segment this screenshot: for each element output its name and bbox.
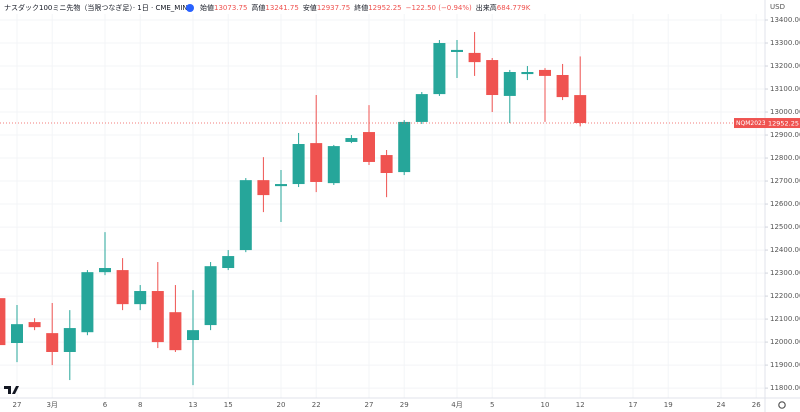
candle-body xyxy=(521,72,534,75)
candle-body xyxy=(151,291,164,343)
y-tick-label: 12100.00 xyxy=(770,315,800,323)
candle-body xyxy=(134,291,147,305)
header-label: 終値 xyxy=(354,3,368,12)
candle-body xyxy=(345,138,358,142)
candle-body xyxy=(556,74,569,98)
x-tick-label: 5 xyxy=(490,401,494,409)
y-tick-label: 12900.00 xyxy=(770,131,800,139)
header-value: 13073.75 xyxy=(214,4,247,12)
y-tick-label: 13400.00 xyxy=(770,16,800,24)
settings-icon[interactable] xyxy=(778,401,786,409)
x-tick-label: 3月 xyxy=(46,401,57,409)
status-icon[interactable] xyxy=(186,4,194,12)
currency: USD xyxy=(770,3,785,11)
ohlc-header: 始値13073.75 高値13241.75 安値12937.75 終値12952.25… xyxy=(200,3,531,12)
y-tick-label: 13200.00 xyxy=(770,62,800,70)
y-tick-label: 12800.00 xyxy=(770,154,800,162)
y-tick-label: 11900.00 xyxy=(770,361,800,369)
y-tick-label: 11800.00 xyxy=(770,384,800,392)
candle-body xyxy=(398,121,411,173)
header-label: 始値 xyxy=(200,3,214,12)
candle-body xyxy=(292,144,305,185)
y-tick-label: 12000.00 xyxy=(770,338,800,346)
header-label: 出来高 xyxy=(476,3,497,12)
price-tag-box xyxy=(765,118,800,129)
x-tick-label: 22 xyxy=(312,401,321,409)
candle-body xyxy=(451,49,463,52)
candle-body xyxy=(257,180,270,196)
header-value: 12937.75 xyxy=(317,4,350,12)
candle-body xyxy=(11,324,23,344)
candle-body xyxy=(63,328,76,352)
candle-body xyxy=(503,72,516,96)
x-tick-label: 6 xyxy=(103,401,108,409)
candle-body xyxy=(310,143,323,182)
candle-body xyxy=(468,52,481,63)
x-tick-label: 17 xyxy=(629,401,638,409)
y-tick-label: 12600.00 xyxy=(770,200,800,208)
candle-body xyxy=(275,184,287,187)
tradingview-logo[interactable] xyxy=(4,386,19,394)
candle-body xyxy=(574,95,587,124)
y-tick-label: 12500.00 xyxy=(770,223,800,231)
candle-body xyxy=(116,270,129,305)
candle-body xyxy=(486,60,499,96)
header-value: −122.50 (−0.94%) xyxy=(406,4,472,12)
y-tick-label: 12300.00 xyxy=(770,269,800,277)
y-tick-label: 12700.00 xyxy=(770,177,800,185)
header-value: 12952.25 xyxy=(368,4,401,12)
x-tick-label: 19 xyxy=(664,401,673,409)
candle-body xyxy=(204,266,217,326)
x-tick-label: 10 xyxy=(541,401,550,409)
x-tick-label: 26 xyxy=(752,401,761,409)
symbol-tag: NQM2023 xyxy=(736,120,766,127)
header-label: 高値 xyxy=(251,3,265,12)
candle-body xyxy=(363,132,375,162)
x-tick-label: 8 xyxy=(138,401,142,409)
y-tick-label: 12400.00 xyxy=(770,246,800,254)
candle-body xyxy=(81,272,94,333)
candle-body xyxy=(46,333,59,352)
candle-body xyxy=(187,330,199,341)
candle-body xyxy=(327,146,340,184)
header-value: 13241.75 xyxy=(265,4,298,12)
header-value: 684.779K xyxy=(497,4,531,12)
price-tag: 12952.25 xyxy=(768,120,799,128)
x-tick-label: 20 xyxy=(277,401,286,409)
candle-body xyxy=(222,256,235,269)
y-tick-label: 13300.00 xyxy=(770,39,800,47)
x-tick-label: 13 xyxy=(189,401,198,409)
candles xyxy=(0,31,765,386)
y-tick-label: 13000.00 xyxy=(770,108,800,116)
header-label: 安値 xyxy=(303,3,317,12)
logo-shape xyxy=(4,386,19,394)
x-tick-label: 15 xyxy=(224,401,233,409)
candle-body xyxy=(28,322,41,328)
symbol-tag-box xyxy=(734,118,765,129)
chart-title: ナスダック100ミニ先物（当限つなぎ足）· 1日 · CME_MINI xyxy=(4,3,190,12)
x-tick-label: 27 xyxy=(365,401,374,409)
x-tick-label: 27 xyxy=(13,401,22,409)
x-tick-label: 12 xyxy=(576,401,585,409)
x-tick-label: 4月 xyxy=(451,401,462,409)
x-tick-label: 29 xyxy=(400,401,409,409)
y-tick-label: 13100.00 xyxy=(770,85,800,93)
candle-body xyxy=(239,180,252,251)
candle-body xyxy=(0,298,6,346)
candle-body xyxy=(433,43,446,95)
x-tick-label: 24 xyxy=(717,401,726,409)
y-tick-label: 12200.00 xyxy=(770,292,800,300)
candle-body xyxy=(415,94,428,122)
candle-body xyxy=(169,312,182,351)
candle-body xyxy=(99,268,111,273)
candle-body xyxy=(539,69,551,76)
candle-body xyxy=(380,155,393,174)
